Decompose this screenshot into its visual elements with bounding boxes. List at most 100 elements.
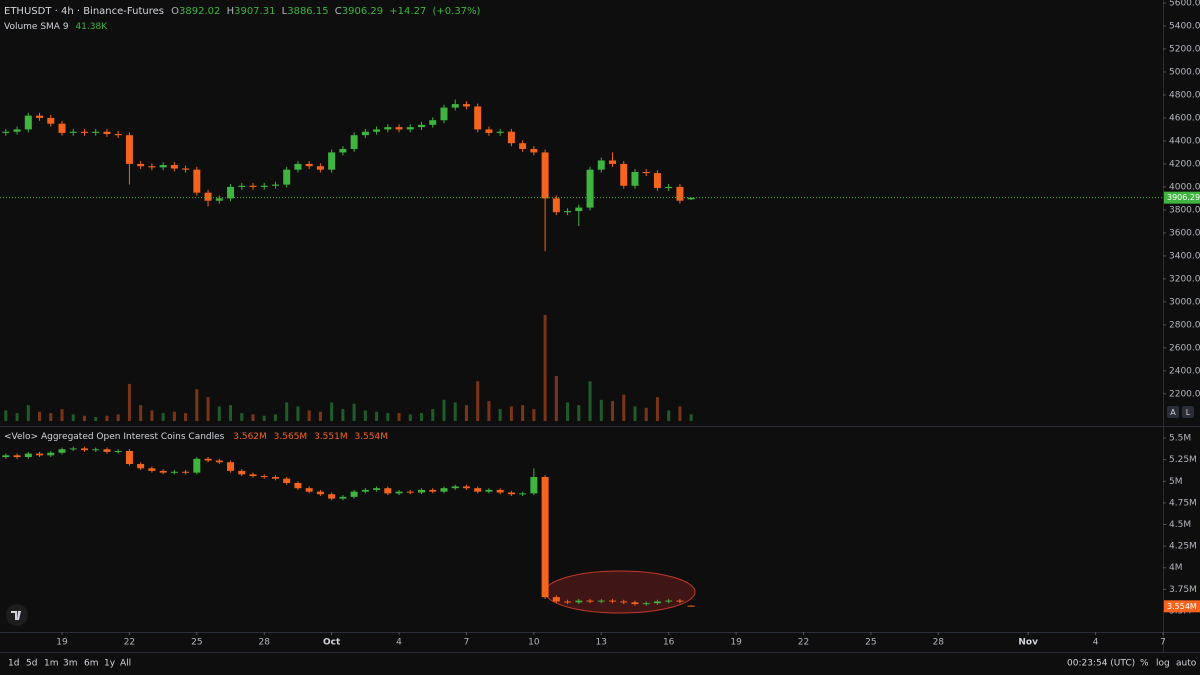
candle-body <box>148 166 156 168</box>
percent-toggle[interactable]: % <box>1140 659 1149 669</box>
range-button[interactable]: 1y <box>104 659 116 669</box>
scale-button[interactable]: L <box>1186 408 1191 417</box>
y-tick-label: 4400.00 <box>1169 136 1200 146</box>
range-button[interactable]: 6m <box>84 659 99 669</box>
candle-body <box>642 603 650 605</box>
volume-bar <box>678 406 682 421</box>
candle-body <box>665 600 673 602</box>
candle-body <box>350 491 358 497</box>
volume-bar <box>195 389 199 421</box>
candle-body <box>474 488 482 492</box>
candle-body <box>361 489 369 492</box>
x-tick-label: 13 <box>596 638 607 648</box>
volume-bar <box>296 406 300 421</box>
candle-body <box>552 198 560 213</box>
candle-body <box>530 148 538 153</box>
candle-body <box>80 448 88 451</box>
tv-logo <box>6 604 28 626</box>
x-tick-label: 22 <box>798 638 809 648</box>
candle-body <box>260 476 268 478</box>
scale-button-bg[interactable] <box>1182 406 1194 418</box>
x-tick-label: 19 <box>56 638 68 648</box>
candle-body <box>182 168 190 170</box>
y-tick-label: 2800.00 <box>1169 320 1200 330</box>
volume-header: Volume SMA 9 41.38K <box>4 22 108 32</box>
volume-bar <box>4 410 8 421</box>
candle-body <box>114 134 122 136</box>
candle-body <box>159 470 167 473</box>
log-toggle[interactable]: log <box>1156 659 1170 669</box>
y-tick-label: 4.75M <box>1169 498 1197 508</box>
candle-body <box>159 165 167 168</box>
candle-body <box>316 166 324 170</box>
range-button[interactable]: 3m <box>63 659 78 669</box>
y-tick-label: 4.25M <box>1169 542 1197 552</box>
y-tick-label: 5.5M <box>1169 434 1191 444</box>
candle-body <box>238 185 246 187</box>
y-tick-label: 2600.00 <box>1169 343 1200 353</box>
volume-bar <box>26 405 30 421</box>
volume-bar <box>667 410 671 421</box>
candle-body <box>193 458 201 473</box>
volume-bar <box>251 414 255 421</box>
x-tick-label: 4 <box>1093 638 1099 648</box>
oi-open: 3.562M <box>233 432 267 442</box>
candle-body <box>653 173 661 189</box>
candle-body <box>474 106 482 130</box>
volume-bar <box>509 406 513 421</box>
x-tick-label: 7 <box>1160 638 1166 648</box>
y-tick-label: 2200.00 <box>1169 389 1200 399</box>
candle-body <box>620 601 628 603</box>
highlight-ellipse <box>544 570 696 614</box>
y-tick-label: 4200.00 <box>1169 159 1200 169</box>
range-button[interactable]: 5d <box>26 659 37 669</box>
candle-body <box>69 448 77 450</box>
volume-bar <box>521 405 525 421</box>
range-button[interactable]: 1d <box>8 659 19 669</box>
volume-bar <box>352 403 356 421</box>
y-tick-label: 5000.00 <box>1169 67 1200 77</box>
candle-body <box>653 601 661 604</box>
x-tick-label: Nov <box>1018 638 1038 648</box>
candle-body <box>13 129 21 132</box>
volume-bar <box>273 414 277 421</box>
oi-header: <Velo> Aggregated Open Interest Coins Ca… <box>4 432 388 442</box>
scale-button-bg[interactable] <box>1167 406 1179 418</box>
candle-body <box>451 104 459 108</box>
candle-body <box>328 494 336 499</box>
range-button[interactable]: 1m <box>44 659 59 669</box>
auto-toggle[interactable]: auto <box>1176 659 1197 669</box>
open-value: 3892.02 <box>179 6 220 17</box>
candle-body <box>92 131 100 133</box>
candle-body <box>406 127 414 130</box>
candle-body <box>137 163 145 167</box>
y-tick-label: 5M <box>1169 477 1183 487</box>
x-tick-label: 16 <box>663 638 675 648</box>
candle-body <box>384 488 392 494</box>
candle-body <box>384 127 392 130</box>
candle-body <box>429 120 437 125</box>
x-tick-label: 7 <box>464 638 470 648</box>
candle-body <box>238 470 246 475</box>
volume-bar <box>150 410 154 421</box>
x-tick-label: 25 <box>865 638 876 648</box>
candle-body <box>24 453 32 458</box>
scale-button[interactable]: A <box>1170 408 1176 417</box>
candle-body <box>620 163 628 186</box>
range-button[interactable]: All <box>120 659 131 669</box>
x-tick-label: 10 <box>528 638 540 648</box>
volume-bar <box>71 414 75 421</box>
candle-body <box>2 131 10 133</box>
last-value-box <box>1164 600 1200 613</box>
candle-body <box>227 186 235 199</box>
candle-body <box>47 117 55 124</box>
candle-body <box>462 104 470 107</box>
volume-bar <box>622 394 626 421</box>
close-value: 3906.29 <box>342 6 383 17</box>
candle-body <box>665 186 673 189</box>
price-header: ETHUSDT · 4h · Binance-Futures O3892.02 … <box>4 6 481 17</box>
x-tick-label: 19 <box>730 638 742 648</box>
candle-body <box>24 115 32 130</box>
volume-bar <box>633 406 637 421</box>
